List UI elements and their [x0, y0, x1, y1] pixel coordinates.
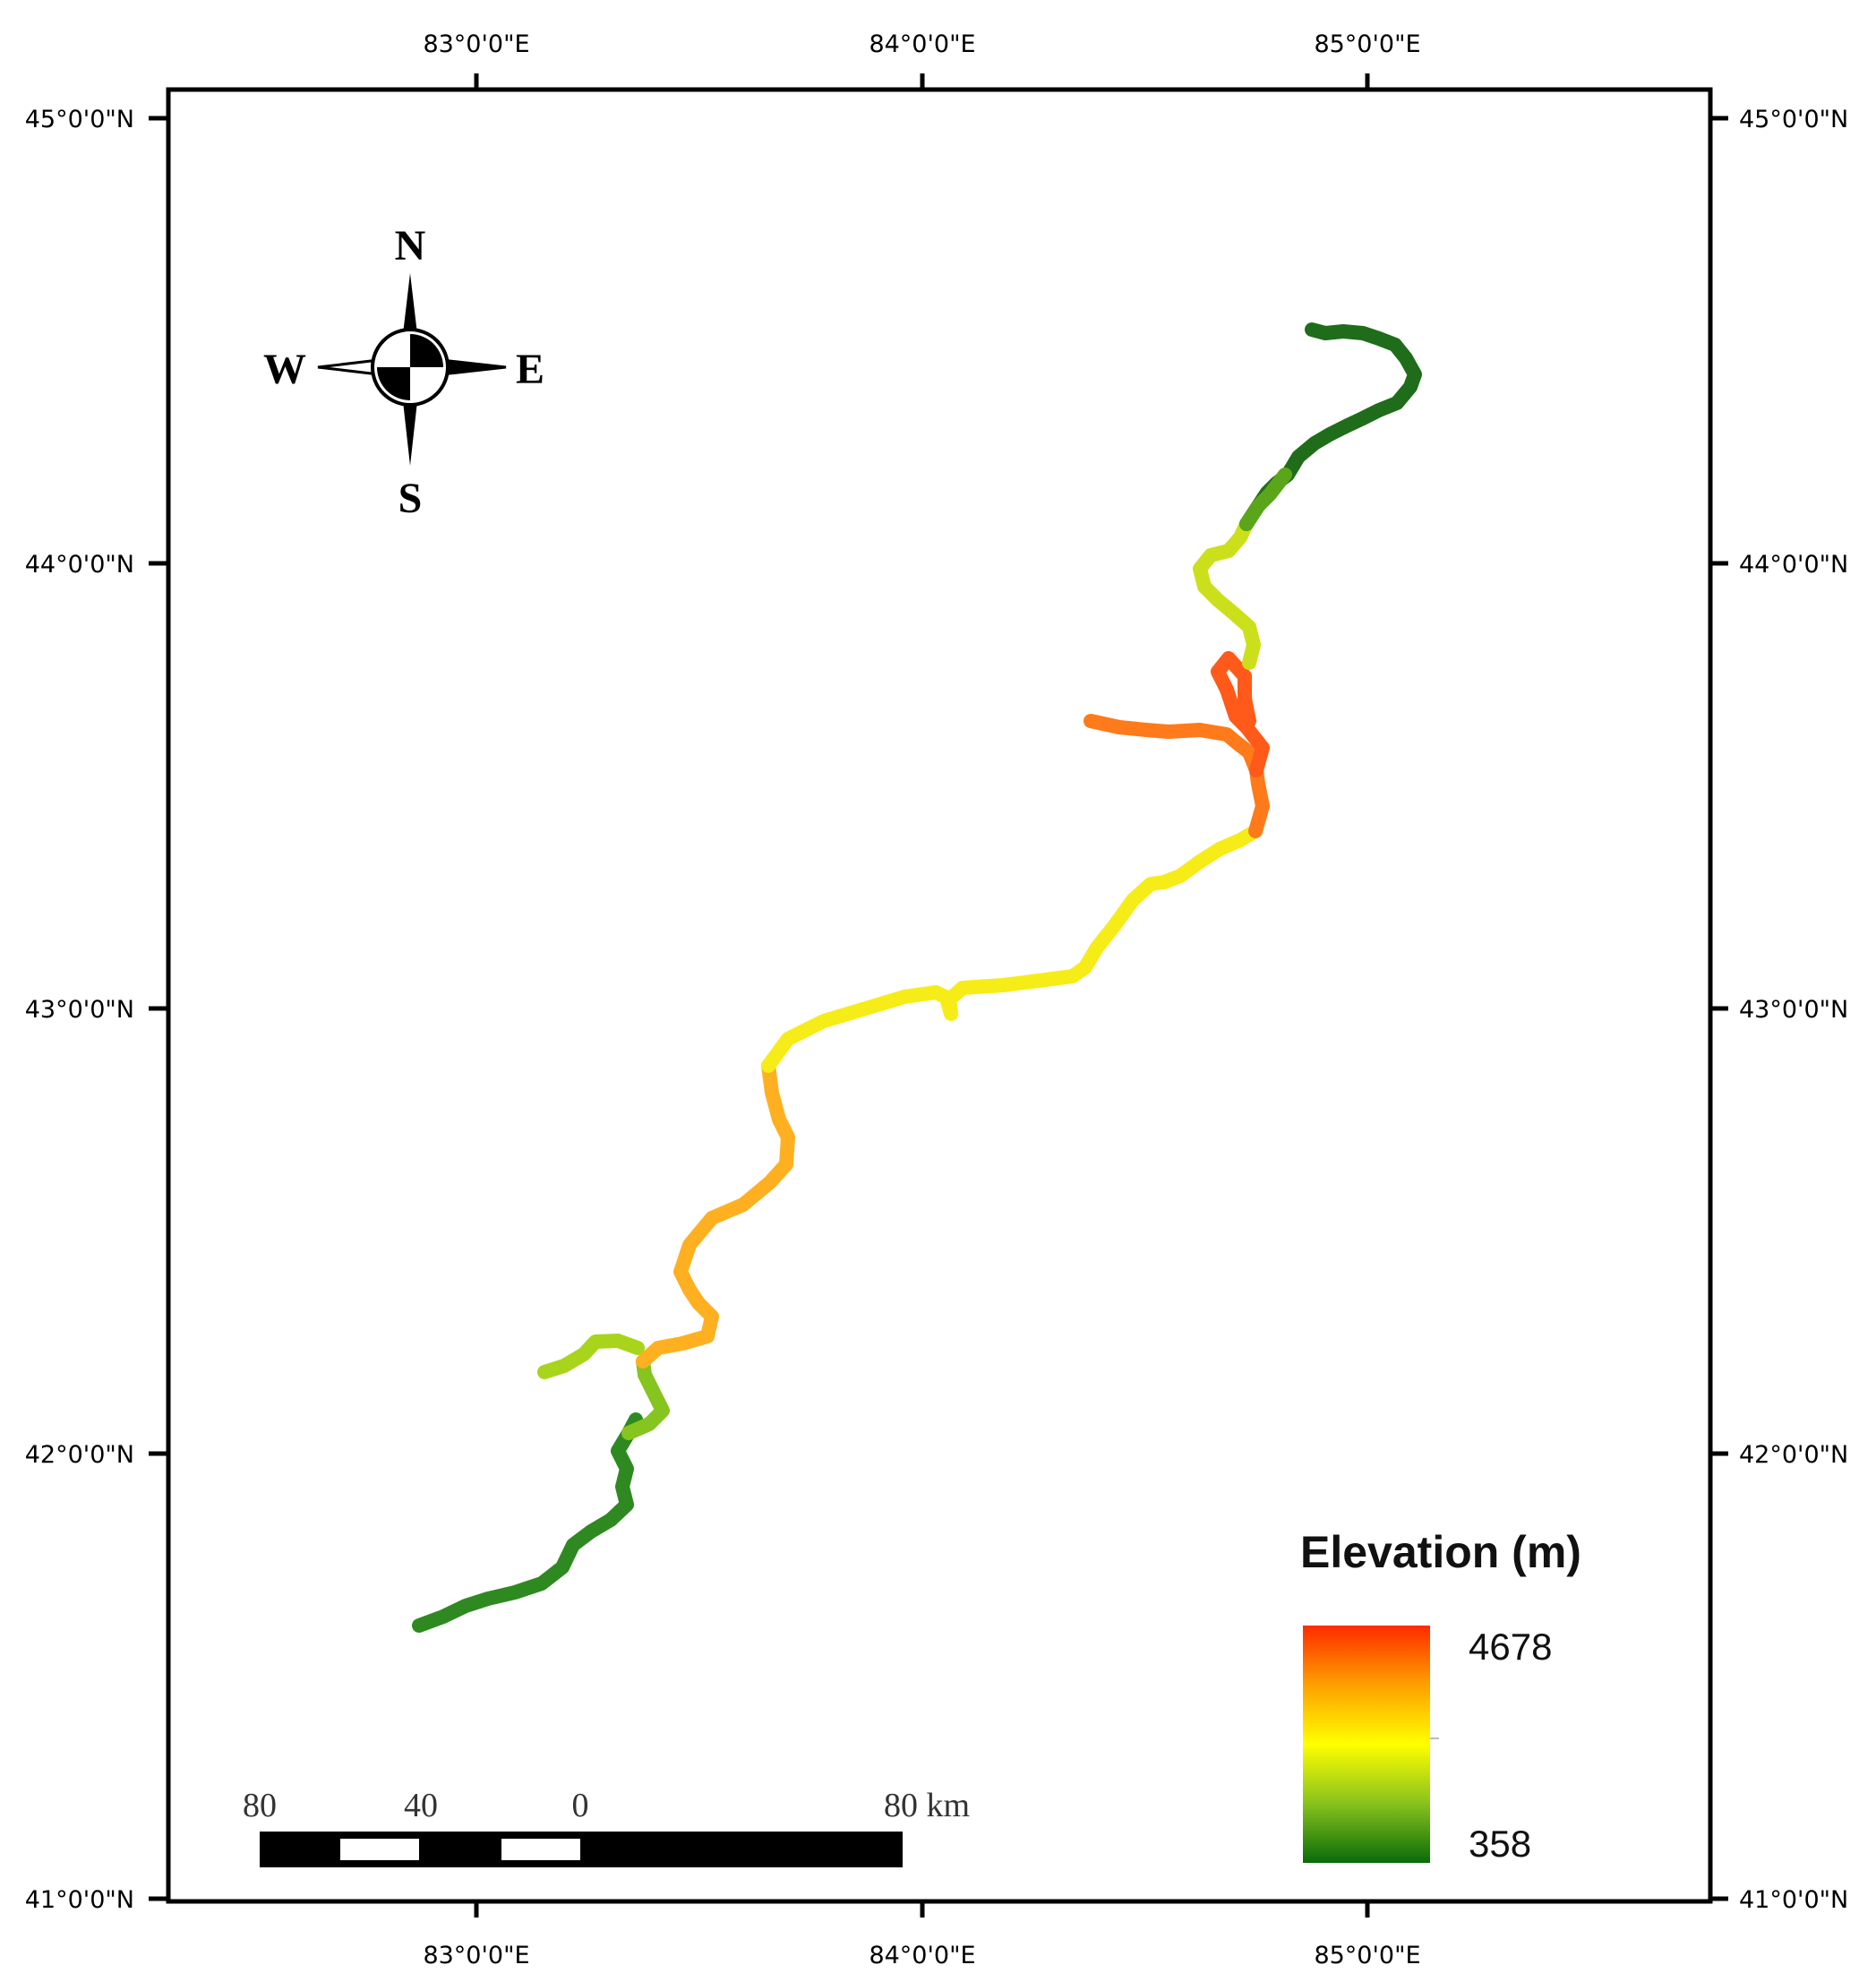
graticule-ticks: [149, 73, 1728, 1918]
compass-north-label: N: [395, 222, 426, 270]
route-segment-peak-loop: [1211, 651, 1270, 777]
route-segment-west-branch: [537, 1334, 645, 1379]
left-lat-label: 41°0'0"N: [25, 1886, 134, 1914]
legend-color-ramp: [1303, 1626, 1430, 1863]
left-lat-label: 43°0'0"N: [25, 996, 134, 1024]
route-segment-mid-ne: [1239, 468, 1292, 531]
compass-south-label: S: [398, 475, 423, 522]
right-lat-label: 44°0'0"N: [1739, 551, 1848, 579]
scale-label-0: 0: [572, 1787, 589, 1824]
bottom-lon-label: 85°0'0"E: [1314, 1942, 1420, 1969]
top-lon-label: 84°0'0"E: [869, 30, 975, 58]
scale-bar: 80 40 0 80 km: [243, 1787, 970, 1867]
top-lon-label: 85°0'0"E: [1314, 30, 1420, 58]
route-segment-peak: [1084, 714, 1270, 838]
elevation-route: [412, 322, 1422, 1633]
left-lat-label: 42°0'0"N: [25, 1441, 134, 1469]
route-segment-north-ramp: [1193, 517, 1261, 670]
legend-title: Elevation (m): [1300, 1527, 1581, 1577]
route-segment-upper-mid: [761, 824, 1263, 1073]
north-arrow-compass-rose-icon: N S W E: [263, 222, 544, 522]
left-lat-label: 44°0'0"N: [25, 551, 134, 579]
right-lat-label: 43°0'0"N: [1739, 996, 1848, 1024]
route-segment-low-sw-upper: [621, 1354, 670, 1440]
right-lat-label: 41°0'0"N: [1739, 1886, 1848, 1914]
compass-west-label: W: [263, 346, 306, 393]
legend-min-value: 358: [1469, 1823, 1531, 1865]
scale-label-40: 40: [404, 1787, 438, 1824]
bottom-lon-label: 83°0'0"E: [423, 1942, 529, 1969]
scale-label-80km: 80 km: [884, 1787, 970, 1824]
elevation-legend: Elevation (m) 4678 358: [1300, 1527, 1581, 1865]
route-segment-rise: [636, 1059, 795, 1369]
bottom-lon-label: 84°0'0"E: [869, 1942, 975, 1969]
right-lat-label: 42°0'0"N: [1739, 1441, 1848, 1469]
legend-max-value: 4678: [1469, 1626, 1552, 1668]
route-segment-low-sw: [412, 1412, 643, 1633]
compass-east-label: E: [516, 346, 544, 393]
scale-label-80-left: 80: [243, 1787, 277, 1824]
right-lat-label: 45°0'0"N: [1739, 106, 1848, 133]
top-lon-label: 83°0'0"E: [423, 30, 529, 58]
left-lat-label: 45°0'0"N: [25, 106, 134, 133]
